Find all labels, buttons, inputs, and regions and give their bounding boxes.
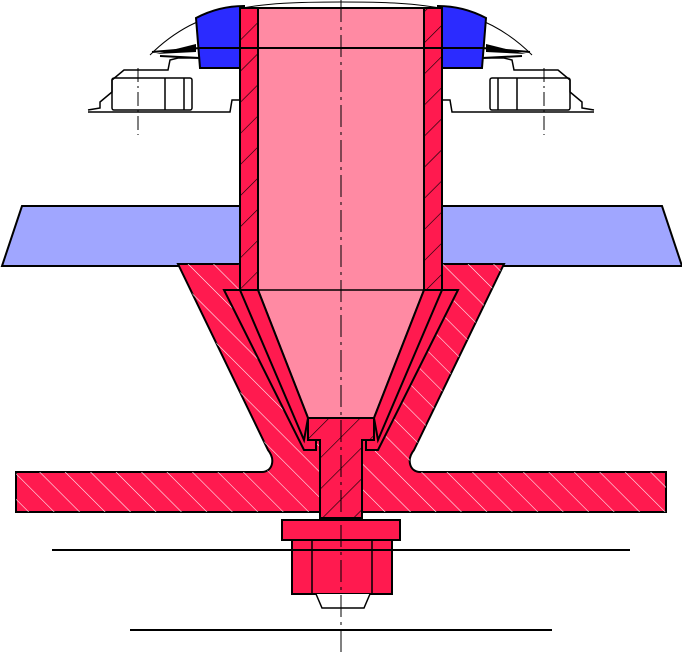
- flange-wedge-left: [156, 44, 196, 54]
- clamp-assembly-right: [438, 57, 595, 135]
- flange-wedge-right: [486, 44, 526, 54]
- dome-seal-right: [437, 4, 488, 69]
- tube-wall-hatch-left: [240, 8, 258, 290]
- tube-wall-hatch-right: [424, 8, 442, 290]
- clamp-assembly-left: [87, 57, 244, 135]
- v-support-hatch: [16, 264, 666, 512]
- dome-seal-left: [194, 4, 245, 69]
